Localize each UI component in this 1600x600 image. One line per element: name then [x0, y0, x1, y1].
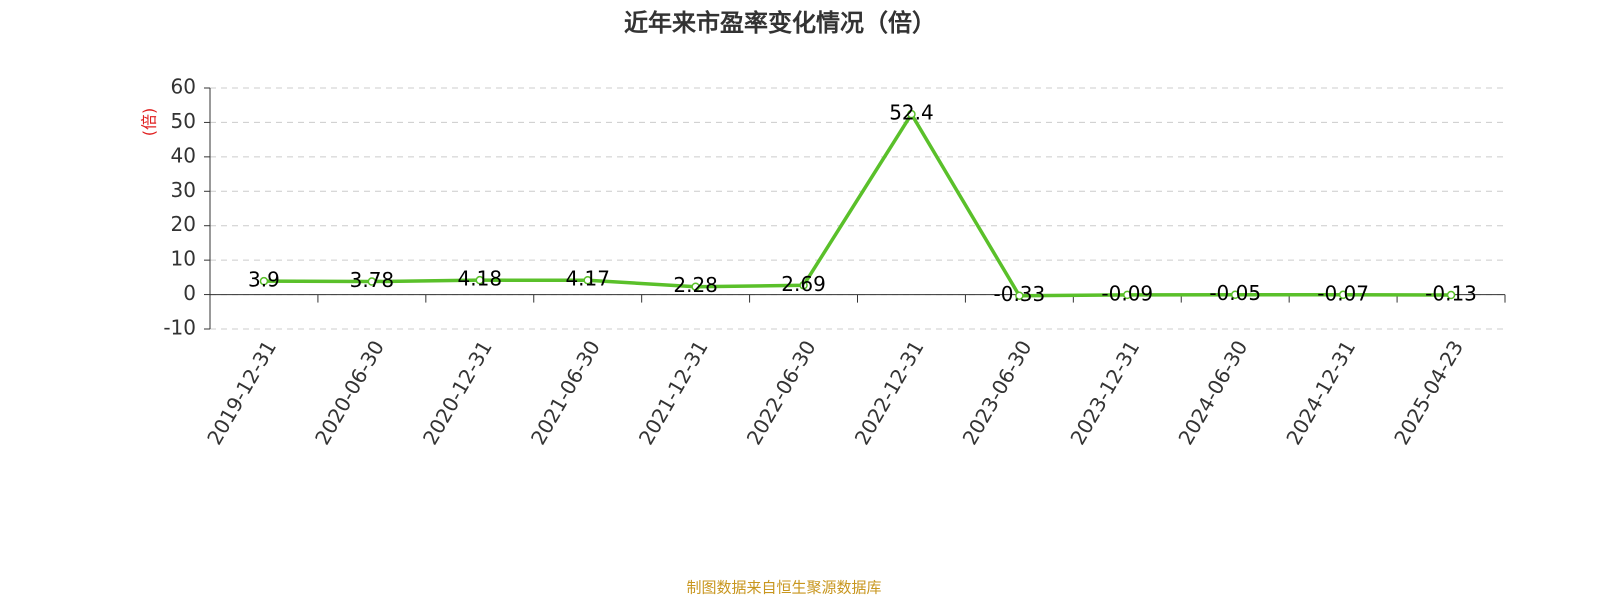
data-label: 4.18: [458, 267, 503, 291]
point: [475, 275, 485, 285]
x-tick-label: 2019-12-31: [202, 336, 281, 449]
point: [907, 109, 916, 119]
y-tick-label: 60: [171, 75, 196, 99]
x-tick-label: 2024-06-30: [1173, 336, 1252, 449]
data-label: 2.28: [673, 273, 718, 297]
point: [1338, 290, 1348, 300]
data-label: -0.05: [1209, 281, 1261, 305]
data-label: -0.07: [1317, 281, 1369, 305]
x-tick-label: 2020-12-31: [418, 336, 497, 449]
y-tick-label: -10: [163, 316, 196, 340]
chart-title: 近年来市盈率变化情况（倍）: [624, 9, 936, 37]
y-axis-label: (倍): [140, 108, 159, 137]
data-label: 3.9: [248, 268, 280, 292]
x-tick-label: 2023-12-31: [1065, 336, 1144, 449]
source-note: 制图数据来自恒生聚源数据库: [686, 579, 881, 597]
point: [259, 276, 269, 286]
data-label: 4.17: [565, 267, 610, 291]
data-label: -0.33: [994, 282, 1046, 306]
x-tick-label: 2021-06-30: [526, 336, 605, 449]
data-label: -0.13: [1425, 282, 1477, 306]
point: [1230, 290, 1240, 299]
point: [583, 275, 592, 285]
y-tick-label: 50: [171, 109, 196, 133]
x-tick-label: 2024-12-31: [1281, 336, 1360, 449]
data-label: 2.69: [781, 272, 826, 296]
line-series: [263, 112, 1452, 298]
y-tick-label: 20: [171, 212, 196, 236]
point: [691, 282, 700, 291]
point: [367, 277, 377, 286]
x-tick-label: 2025-04-23: [1389, 336, 1468, 449]
point: [1123, 290, 1132, 300]
data-label: 3.78: [350, 268, 395, 292]
y-tick-label: 40: [171, 143, 196, 167]
point: [1446, 290, 1456, 300]
x-tick-label: 2020-06-30: [310, 336, 389, 449]
x-tick-label: 2023-06-30: [958, 336, 1037, 449]
point: [1015, 291, 1024, 300]
data-label: 52.4: [889, 101, 934, 125]
y-tick-label: 0: [183, 281, 196, 305]
point: [799, 281, 808, 290]
y-tick-label: 30: [171, 178, 196, 202]
data-label: -0.09: [1101, 281, 1153, 305]
x-tick-label: 2022-12-31: [850, 336, 929, 449]
x-tick-label: 2021-12-31: [634, 336, 713, 449]
y-tick-label: 10: [171, 247, 196, 271]
x-tick-label: 2022-06-30: [742, 336, 821, 449]
